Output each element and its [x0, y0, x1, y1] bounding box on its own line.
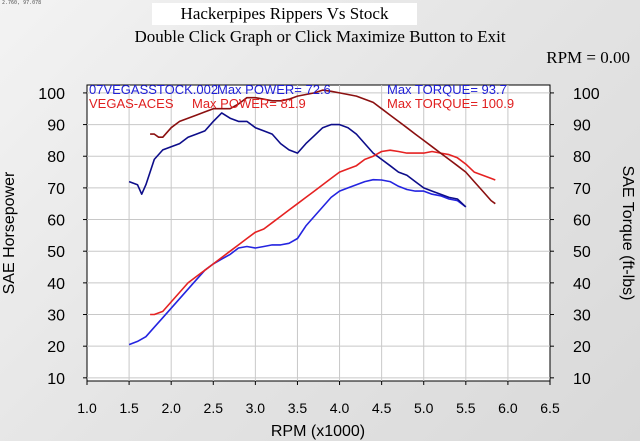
- y-tick-label-left: 30: [47, 308, 65, 325]
- y-tick-label-right: 80: [573, 149, 591, 166]
- rpm-label: RPM =: [546, 48, 596, 67]
- rpm-readout: RPM = 0.00: [546, 48, 630, 68]
- legend-run-stock: 07VEGASSTOCK.002: [89, 82, 218, 97]
- series-line-1: [128, 112, 467, 208]
- x-tick-label: 4.0: [330, 400, 350, 416]
- y-tick-label-right: 70: [573, 181, 591, 198]
- x-tick-label: 4.5: [372, 400, 392, 416]
- x-tick-label: 6.0: [498, 400, 518, 416]
- y-tick-label-left: 40: [47, 276, 65, 293]
- y-tick-label-left: 20: [47, 339, 65, 356]
- axis-ticks: 1.0 1.5 2.0 2.5 3.0 3.5 4.0 4.5 5.0 5.5 6.0 6.5 10 10…: [38, 86, 600, 416]
- y-tick-label-left: 70: [47, 181, 65, 198]
- y-tick-label-left: 50: [47, 244, 65, 261]
- x-tick-label: 3.0: [246, 400, 266, 416]
- x-tick-label: 6.5: [540, 400, 560, 416]
- y-axis-label-right: SAE Torque (ft-lbs): [619, 166, 636, 301]
- x-tick-label: 2.0: [161, 400, 181, 416]
- y-axis-label-left: SAE Horsepower: [1, 171, 18, 294]
- y-tick-label-left: 90: [47, 118, 65, 135]
- y-tick-label-right: 100: [573, 86, 600, 103]
- y-tick-label-right: 50: [573, 244, 591, 261]
- y-tick-label-right: 60: [573, 213, 591, 230]
- y-tick-label-left: 100: [38, 86, 65, 103]
- y-tick-label-right: 90: [573, 118, 591, 135]
- legend-run-aces: VEGAS-ACES: [89, 96, 174, 111]
- chart-title: Hackerpipes Rippers Vs Stock: [152, 3, 417, 25]
- x-tick-label: 5.0: [414, 400, 434, 416]
- legend-power-aces: Max POWER= 81.9: [192, 96, 306, 111]
- series-line-3: [150, 89, 496, 205]
- rpm-value: 0.00: [600, 48, 630, 67]
- y-tick-label-left: 60: [47, 213, 65, 230]
- y-tick-label-right: 10: [573, 371, 591, 388]
- y-tick-label-right: 20: [573, 339, 591, 356]
- y-tick-label-left: 80: [47, 149, 65, 166]
- legend-torque-aces: Max TORQUE= 100.9: [387, 96, 514, 111]
- legend-power-stock: Max POWER= 72.6: [217, 82, 331, 97]
- y-tick-label-right: 40: [573, 276, 591, 293]
- instruction-text: Double Click Graph or Click Maximize But…: [134, 27, 506, 46]
- x-tick-label: 1.5: [119, 400, 139, 416]
- x-tick-label: 3.5: [288, 400, 308, 416]
- x-axis-label: RPM (x1000): [271, 423, 365, 440]
- x-tick-label: 1.0: [77, 400, 97, 416]
- legend-torque-stock: Max TORQUE= 93.7: [387, 82, 507, 97]
- plot-area[interactable]: [86, 84, 551, 382]
- x-tick-label: 5.5: [456, 400, 476, 416]
- cursor-readout: 2.760, 97.078: [2, 0, 42, 6]
- series-layer: [128, 89, 496, 346]
- y-tick-label-left: 10: [47, 371, 65, 388]
- series-line-0: [128, 178, 467, 346]
- x-tick-label: 2.5: [204, 400, 224, 416]
- y-tick-label-right: 30: [573, 308, 591, 325]
